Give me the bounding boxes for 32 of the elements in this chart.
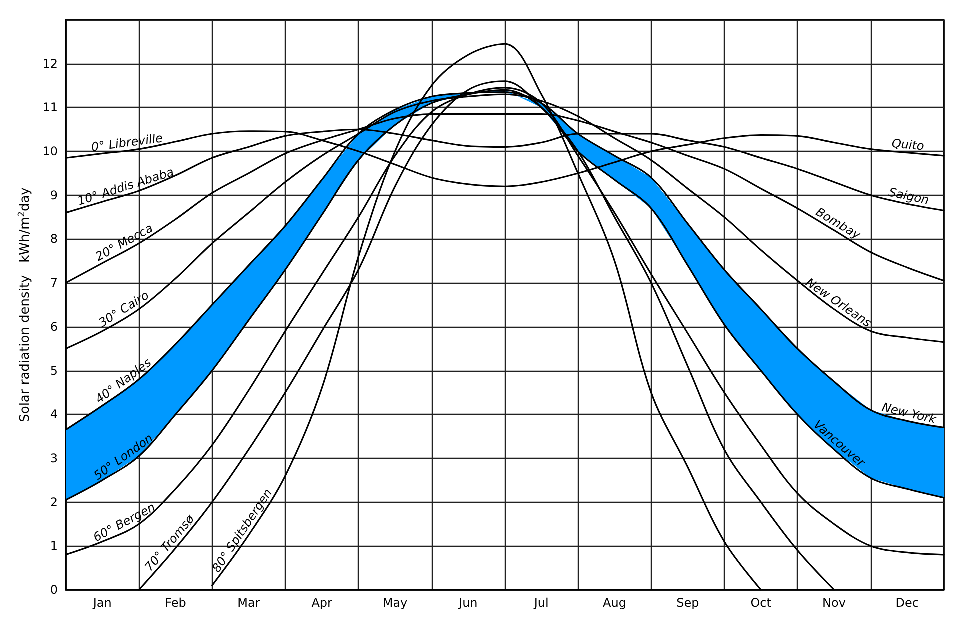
y-axis-title: Solar radiation density kWh/m2day — [17, 187, 33, 422]
y-tick-label: 11 — [42, 100, 58, 115]
x-tick-label: Nov — [822, 596, 846, 610]
x-tick-label: Sep — [676, 596, 700, 610]
x-tick-label: Aug — [603, 596, 626, 610]
text: 10° Addis Ababa — [76, 164, 176, 208]
y-tick-label: 2 — [50, 495, 58, 510]
x-tick-label: Jan — [92, 596, 112, 610]
y-tick-label: 8 — [50, 232, 58, 246]
y-tick-label: 3 — [50, 451, 58, 466]
x-tick-label: Jun — [458, 596, 478, 610]
x-tick-label: May — [382, 596, 408, 610]
y-tick-label: 12 — [42, 56, 58, 71]
annotation: New York — [880, 400, 939, 427]
x-tick-label: Dec — [896, 596, 920, 610]
y-tick-label: 7 — [50, 276, 58, 290]
x-tick-label: Oct — [750, 596, 772, 610]
y-tick-label: 10 — [42, 144, 58, 159]
y-tick-label: 6 — [50, 320, 58, 334]
text: 30° Cairo — [96, 288, 152, 330]
y-tick-label: 4 — [50, 408, 58, 422]
x-tick-label: Feb — [165, 596, 186, 610]
annotation: Quito — [891, 136, 925, 154]
y-tick-label: 1 — [50, 539, 58, 554]
annotation: Saigon — [888, 185, 930, 208]
x-tick-label: Jul — [533, 596, 549, 610]
y-tick-label: 0 — [50, 583, 58, 597]
x-tick-label: Mar — [238, 596, 260, 610]
y-tick-label: 9 — [50, 188, 58, 202]
text: 0° Libreville — [90, 131, 164, 154]
x-tick-label: Apr — [312, 596, 333, 610]
y-tick-label: 5 — [50, 364, 58, 378]
